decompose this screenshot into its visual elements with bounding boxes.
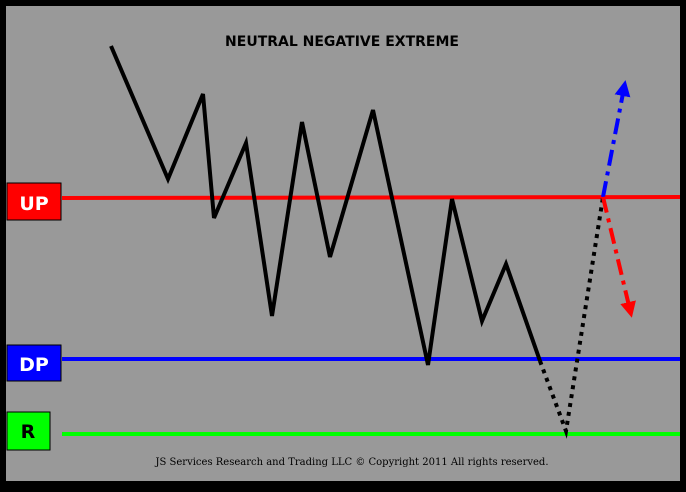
level-line-up (61, 195, 681, 200)
level-label-r: R (6, 411, 51, 451)
projected-price-path (538, 196, 605, 439)
arrow-down-icon (601, 196, 636, 318)
arrow-up-icon (601, 80, 631, 198)
level-label-up-text: UP (19, 193, 48, 215)
level-label-up: UP (6, 182, 62, 221)
diagram-background (6, 6, 680, 481)
diagram-title: NEUTRAL NEGATIVE EXTREME (225, 34, 459, 50)
price-path (109, 45, 542, 366)
copyright-footer: JS Services Research and Trading LLC © C… (154, 457, 548, 468)
level-label-dp: DP (6, 344, 62, 382)
level-label-r-text: R (21, 421, 36, 443)
level-label-dp-text: DP (19, 354, 49, 376)
